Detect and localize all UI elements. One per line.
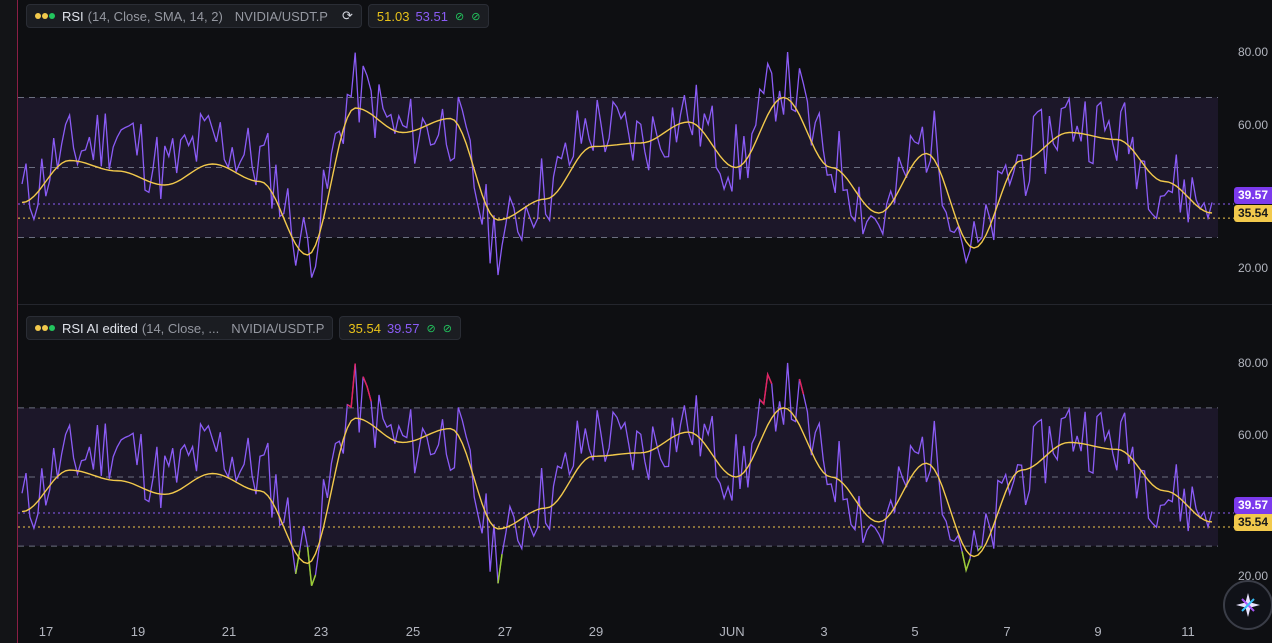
pane-divider[interactable]: [18, 304, 1272, 305]
check-circle-icon: ⊘: [426, 322, 436, 335]
y-axis-label: 60.00: [1237, 118, 1268, 132]
indicator-symbol: NVIDIA/USDT.P: [234, 8, 328, 24]
time-axis-label: 7: [1003, 624, 1011, 639]
oversold-segment: [294, 550, 301, 575]
rsi-ai-legend-values: 35.54 39.57 ⊘ ⊘: [339, 316, 461, 340]
rsi-price-tag: 39.57: [1234, 497, 1272, 514]
rsi-ai-legend[interactable]: RSI AI edited (14, Close, ... NVIDIA/USD…: [26, 316, 467, 340]
overbought-segment: [759, 371, 773, 406]
oversold-segment: [497, 554, 503, 584]
rsi-price-tag: 39.57: [1234, 187, 1272, 204]
refresh-icon[interactable]: ⟳: [341, 8, 353, 23]
left-toolbar-edge: [0, 0, 18, 643]
oversold-segment: [306, 547, 317, 586]
time-axis-label: 25: [405, 624, 421, 639]
ma-price-tag: 35.54: [1234, 514, 1272, 531]
time-axis-label: 27: [497, 624, 513, 639]
assistant-logo-button[interactable]: [1223, 580, 1272, 630]
left-edge-line: [17, 0, 18, 643]
y-axis-label: 80.00: [1237, 356, 1268, 370]
overbought-segment: [362, 376, 372, 402]
time-axis-label: 9: [1094, 624, 1102, 639]
oversold-segment: [977, 545, 983, 552]
ma-line: [21, 407, 1213, 565]
overbought-segment: [798, 378, 805, 395]
ma-value: 35.54: [348, 320, 381, 336]
ma-line: [21, 96, 1213, 256]
rsi-value: 53.51: [415, 8, 448, 24]
ma-value: 51.03: [376, 8, 410, 24]
time-axis-label: 23: [313, 624, 329, 639]
indicator-params: (14, Close, ...: [141, 320, 220, 336]
check-circle-icon: ⊘: [471, 10, 481, 23]
sparkle-icon: [1236, 593, 1260, 617]
rsi-ai-legend-title[interactable]: RSI AI edited (14, Close, ... NVIDIA/USD…: [26, 316, 334, 340]
y-axis-label: 20.00: [1237, 569, 1268, 583]
indicator-name: RSI AI edited: [62, 320, 138, 336]
time-axis-label: JUN: [719, 624, 745, 639]
time-axis-label: 17: [38, 624, 54, 639]
rsi-legend-title[interactable]: RSI (14, Close, SMA, 14, 2) NVIDIA/USDT.…: [26, 4, 362, 28]
check-circle-icon: ⊘: [454, 10, 465, 23]
overbought-segment: [346, 363, 356, 409]
rsi-value: 39.57: [386, 320, 420, 336]
oversold-segment: [961, 551, 971, 573]
indicator-name: RSI: [62, 8, 84, 24]
indicator-status-dots-icon: [35, 13, 56, 19]
time-axis-label: 3: [820, 624, 828, 639]
rsi-line: [21, 362, 1213, 586]
ma-price-tag: 35.54: [1234, 205, 1272, 222]
indicator-symbol: NVIDIA/USDT.P: [231, 320, 325, 336]
rsi-legend-values: 51.03 53.51 ⊘ ⊘: [367, 4, 490, 28]
rsi-line: [21, 51, 1213, 278]
y-axis-label: 20.00: [1237, 261, 1268, 275]
y-axis-label: 80.00: [1237, 45, 1268, 59]
time-axis-label: 11: [1181, 624, 1195, 639]
indicator-status-dots-icon: [35, 325, 56, 331]
time-axis-label: 19: [130, 624, 146, 639]
time-axis-label: 5: [911, 624, 919, 639]
time-axis-label: 29: [588, 624, 604, 639]
time-axis[interactable]: 17 19 21 23 25 27 29 JUN 3 5 7 9 11: [18, 618, 1272, 643]
check-circle-icon: ⊘: [442, 322, 452, 335]
y-axis-label: 60.00: [1237, 428, 1268, 442]
indicator-params: (14, Close, SMA, 14, 2): [87, 8, 223, 24]
rsi-legend[interactable]: RSI (14, Close, SMA, 14, 2) NVIDIA/USDT.…: [26, 4, 495, 28]
time-axis-label: 21: [221, 624, 237, 639]
